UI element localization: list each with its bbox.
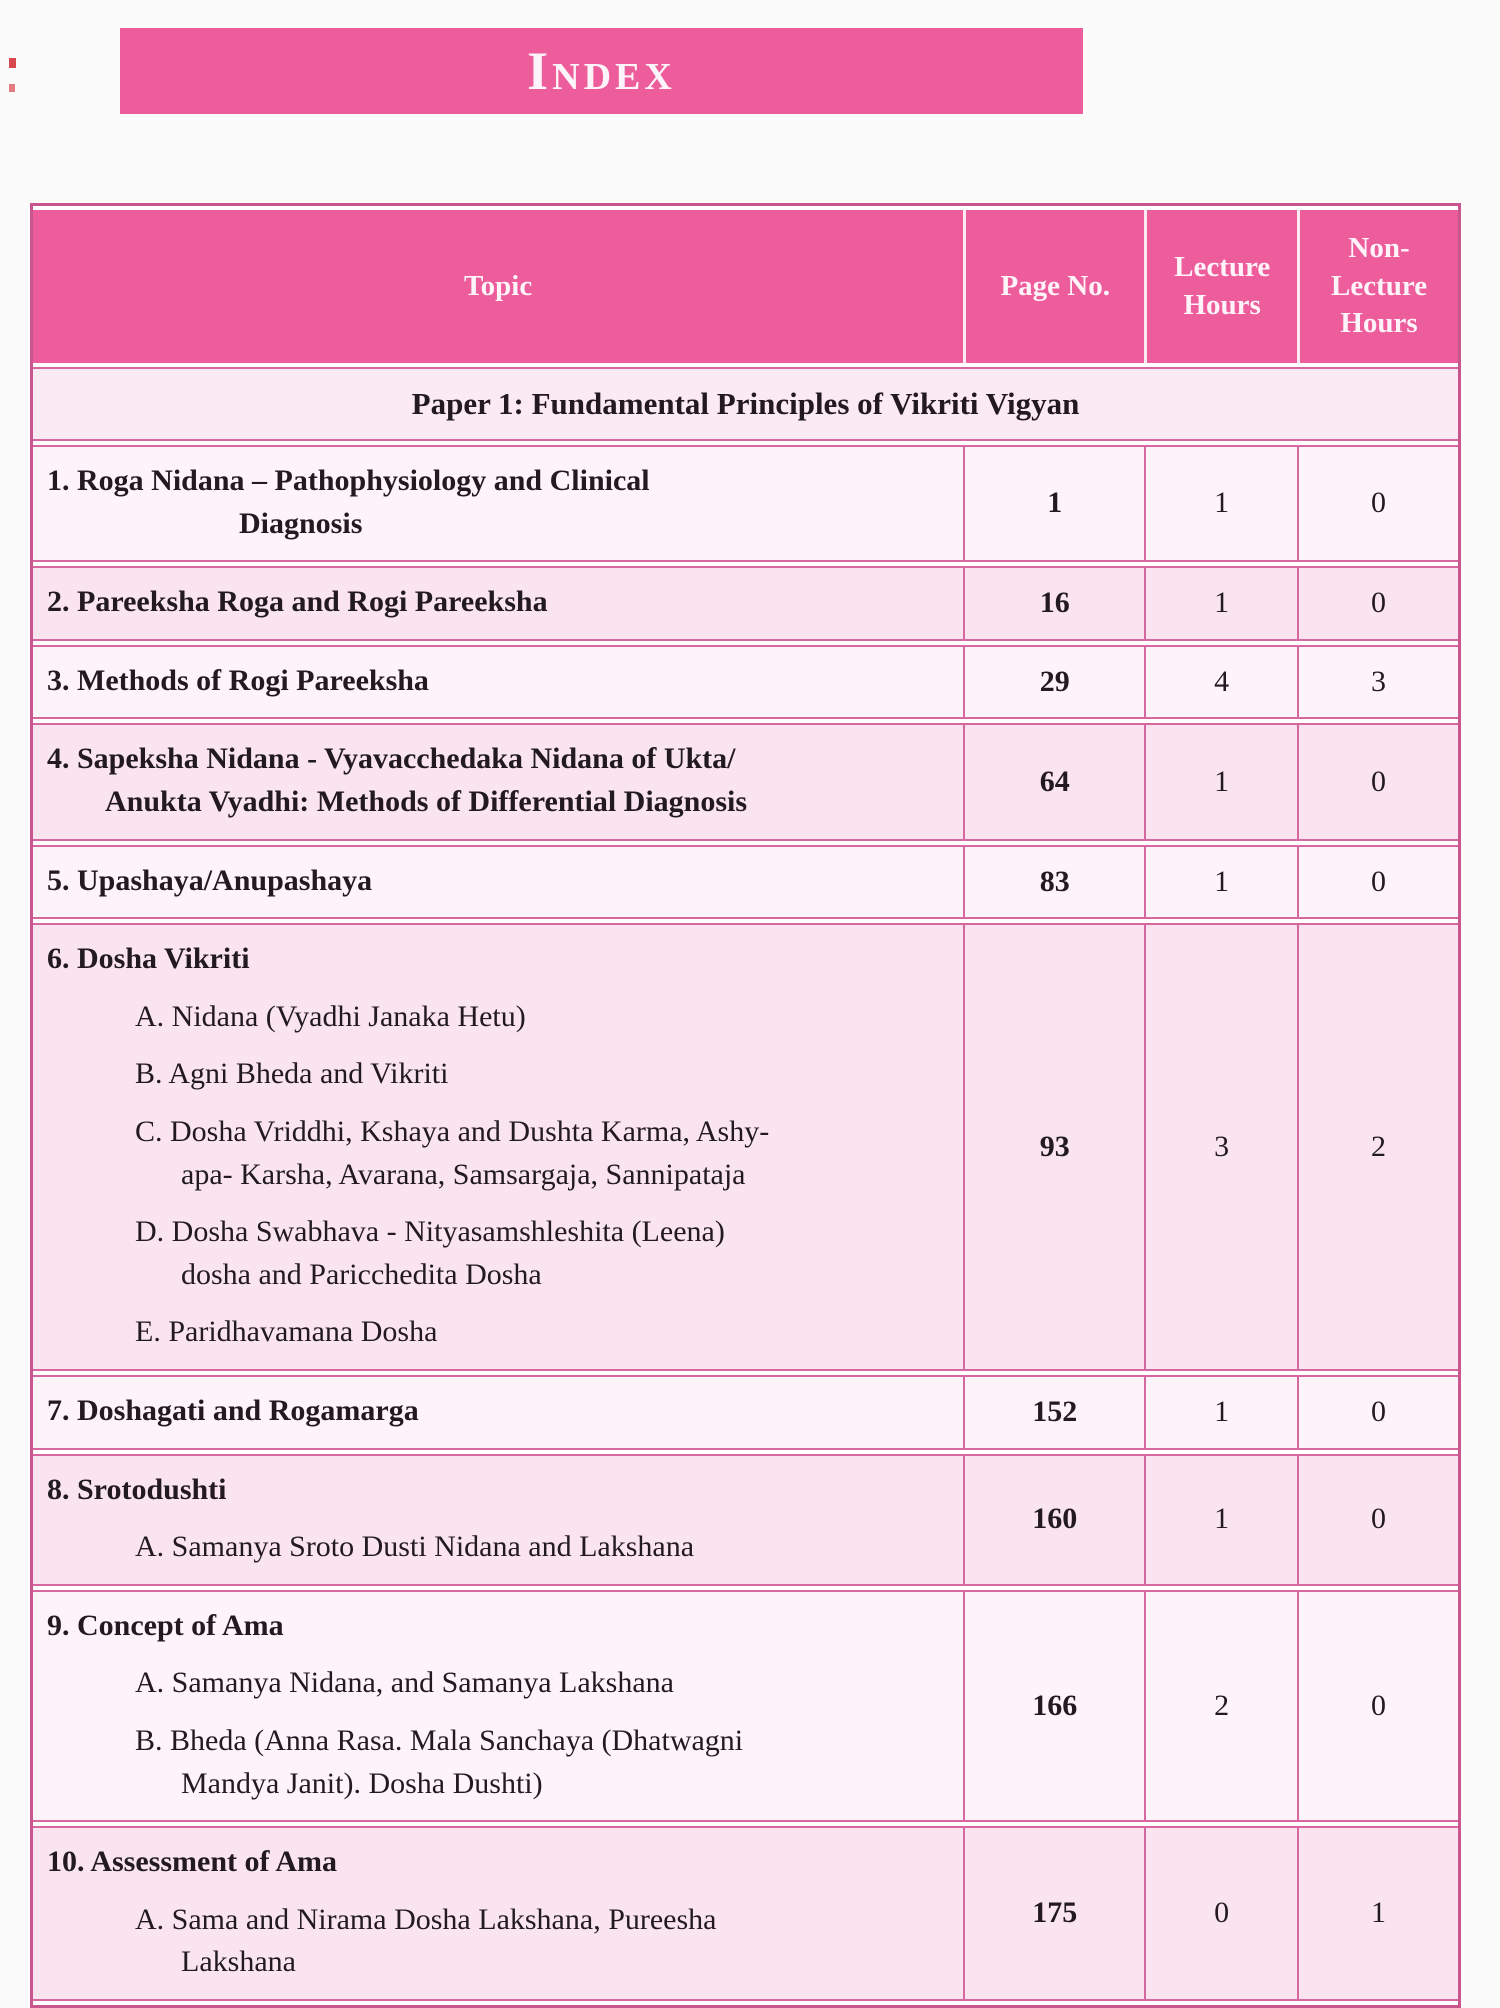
col-header-non-lecture-hours: Non-Lecture Hours xyxy=(1297,210,1458,364)
scan-artifact xyxy=(9,58,16,68)
page-number-cell: 93 xyxy=(963,923,1145,1371)
topic-line: C. Dosha Vriddhi, Kshaya and Dushta Karm… xyxy=(135,1115,770,1149)
topic-line: 5. Upashaya/Anupashaya xyxy=(47,863,373,897)
scan-artifact xyxy=(9,84,15,92)
topic-line: 4. Sapeksha Nidana - Vyavacchedaka Nidan… xyxy=(47,742,736,776)
page-number-cell: 160 xyxy=(963,1453,1145,1586)
lecture-hours-cell: 0 xyxy=(1144,1826,1298,2001)
lecture-hours-cell: 1 xyxy=(1144,1374,1298,1450)
topic-line: A. Nidana (Vyadhi Janaka Hetu) xyxy=(135,999,526,1033)
topic-cell: 7. Doshagati and Rogamarga xyxy=(33,1374,964,1450)
non-lecture-hours-cell: 0 xyxy=(1297,1374,1458,1450)
toc-row-2: 2. Pareeksha Roga and Rogi Pareeksha 16 1 0 xyxy=(33,566,1458,641)
topic-line: A. Sama and Nirama Dosha Lakshana, Puree… xyxy=(135,1902,717,1936)
non-lecture-hours-cell: 0 xyxy=(1297,723,1458,841)
topic-line: Anukta Vyadhi: Methods of Differential D… xyxy=(105,785,748,819)
topic-line: 3. Methods of Rogi Pareeksha xyxy=(47,663,429,697)
col-header-topic: Topic xyxy=(33,210,964,364)
section-row: Paper 1: Fundamental Principles of Vikri… xyxy=(33,367,1458,442)
toc-row-3: 3. Methods of Rogi Pareeksha 29 4 3 xyxy=(33,644,1458,720)
lecture-hours-cell: 1 xyxy=(1144,1453,1298,1586)
index-banner: Index xyxy=(120,28,1083,114)
topic-line: 9. Concept of Ama xyxy=(47,1608,284,1642)
lecture-hours-cell: 3 xyxy=(1144,923,1298,1371)
topic-line: Lakshana xyxy=(181,1945,296,1979)
topic-cell: 10. Assessment of Ama A. Sama and Nirama … xyxy=(33,1826,964,2001)
non-lecture-hours-cell: 2 xyxy=(1297,923,1458,1371)
topic-line: A. Samanya Sroto Dusti Nidana and Laksha… xyxy=(135,1530,695,1564)
section-title: Paper 1: Fundamental Principles of Vikri… xyxy=(33,367,1458,442)
lecture-hours-cell: 1 xyxy=(1144,566,1298,641)
toc-row-7: 7. Doshagati and Rogamarga 152 1 0 xyxy=(33,1374,1458,1450)
lecture-hours-cell: 4 xyxy=(1144,644,1298,720)
topic-line: Mandya Janit). Dosha Dushti) xyxy=(181,1766,543,1800)
lecture-hours-cell: 2 xyxy=(1144,1589,1298,1823)
index-table: Topic Page No. Lecture Hours Non-Lecture… xyxy=(33,206,1458,2005)
page-number-cell: 166 xyxy=(963,1589,1145,1823)
topic-cell: 2. Pareeksha Roga and Rogi Pareeksha xyxy=(33,566,964,641)
topic-line: A. Samanya Nidana, and Samanya Lakshana xyxy=(135,1666,674,1700)
index-table-frame: Topic Page No. Lecture Hours Non-Lecture… xyxy=(30,203,1461,2008)
topic-line: 1. Roga Nidana – Pathophysiology and Cli… xyxy=(47,464,650,498)
topic-line: Diagnosis xyxy=(239,506,363,540)
topic-line: 7. Doshagati and Rogamarga xyxy=(47,1393,419,1427)
non-lecture-hours-cell: 1 xyxy=(1297,1826,1458,2001)
topic-cell: 1. Roga Nidana – Pathophysiology and Cli… xyxy=(33,445,964,563)
topic-line: 6. Dosha Vikriti xyxy=(47,942,250,976)
topic-line: 10. Assessment of Ama xyxy=(47,1845,337,1879)
table-header: Topic Page No. Lecture Hours Non-Lecture… xyxy=(33,210,1458,364)
toc-row-1: 1. Roga Nidana – Pathophysiology and Cli… xyxy=(33,445,1458,563)
lecture-hours-cell: 1 xyxy=(1144,844,1298,920)
non-lecture-hours-cell: 0 xyxy=(1297,1453,1458,1586)
page-number-cell: 29 xyxy=(963,644,1145,720)
topic-line: apa- Karsha, Avarana, Samsargaja, Sannip… xyxy=(181,1157,746,1191)
topic-line: E. Paridhavamana Dosha xyxy=(135,1315,438,1349)
page-number-cell: 175 xyxy=(963,1826,1145,2001)
topic-cell: 4. Sapeksha Nidana - Vyavacchedaka Nidan… xyxy=(33,723,964,841)
topic-cell: 8. Srotodushti A. Samanya Sroto Dusti Nid… xyxy=(33,1453,964,1586)
topic-line: dosha and Paricchedita Dosha xyxy=(181,1257,542,1291)
col-header-page-no: Page No. xyxy=(963,210,1145,364)
toc-row-8: 8. Srotodushti A. Samanya Sroto Dusti Nid… xyxy=(33,1453,1458,1586)
lecture-hours-cell: 1 xyxy=(1144,723,1298,841)
col-header-lecture-hours: Lecture Hours xyxy=(1144,210,1298,364)
topic-line: D. Dosha Swabhava - Nityasamshleshita (L… xyxy=(135,1215,725,1249)
topic-line: B. Bheda (Anna Rasa. Mala Sanchaya (Dhat… xyxy=(135,1723,744,1757)
page-number-cell: 16 xyxy=(963,566,1145,641)
topic-line: 8. Srotodushti xyxy=(47,1472,227,1506)
topic-line: 2. Pareeksha Roga and Rogi Pareeksha xyxy=(47,585,548,619)
toc-row-4: 4. Sapeksha Nidana - Vyavacchedaka Nidan… xyxy=(33,723,1458,841)
toc-row-5: 5. Upashaya/Anupashaya 83 1 0 xyxy=(33,844,1458,920)
table-body: Paper 1: Fundamental Principles of Vikri… xyxy=(33,367,1458,2001)
non-lecture-hours-cell: 0 xyxy=(1297,566,1458,641)
topic-cell: 5. Upashaya/Anupashaya xyxy=(33,844,964,920)
toc-row-6: 6. Dosha Vikriti A. Nidana (Vyadhi Janaka… xyxy=(33,923,1458,1371)
page-number-cell: 83 xyxy=(963,844,1145,920)
toc-row-10: 10. Assessment of Ama A. Sama and Nirama … xyxy=(33,1826,1458,2001)
toc-row-9: 9. Concept of Ama A. Samanya Nidana, and … xyxy=(33,1589,1458,1823)
page-number-cell: 64 xyxy=(963,723,1145,841)
topic-line: B. Agni Bheda and Vikriti xyxy=(135,1057,449,1091)
lecture-hours-cell: 1 xyxy=(1144,445,1298,563)
page-title: Index xyxy=(527,41,676,101)
topic-cell: 6. Dosha Vikriti A. Nidana (Vyadhi Janaka… xyxy=(33,923,964,1371)
non-lecture-hours-cell: 0 xyxy=(1297,1589,1458,1823)
header-row: Topic Page No. Lecture Hours Non-Lecture… xyxy=(33,210,1458,364)
non-lecture-hours-cell: 0 xyxy=(1297,445,1458,563)
topic-cell: 3. Methods of Rogi Pareeksha xyxy=(33,644,964,720)
page-number-cell: 152 xyxy=(963,1374,1145,1450)
non-lecture-hours-cell: 0 xyxy=(1297,844,1458,920)
non-lecture-hours-cell: 3 xyxy=(1297,644,1458,720)
topic-cell: 9. Concept of Ama A. Samanya Nidana, and … xyxy=(33,1589,964,1823)
page-number-cell: 1 xyxy=(963,445,1145,563)
